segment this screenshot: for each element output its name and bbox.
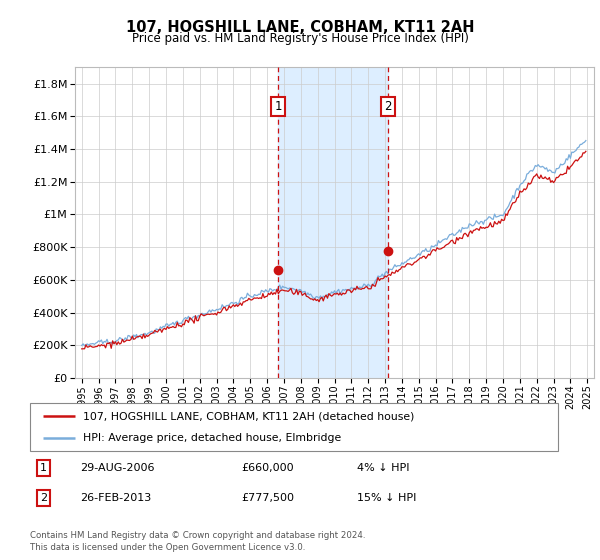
- Text: This data is licensed under the Open Government Licence v3.0.: This data is licensed under the Open Gov…: [30, 543, 305, 552]
- Text: 2: 2: [40, 493, 47, 503]
- Text: Price paid vs. HM Land Registry's House Price Index (HPI): Price paid vs. HM Land Registry's House …: [131, 32, 469, 45]
- Text: 1: 1: [40, 463, 47, 473]
- Text: £777,500: £777,500: [241, 493, 294, 503]
- Text: 15% ↓ HPI: 15% ↓ HPI: [358, 493, 417, 503]
- Text: 29-AUG-2006: 29-AUG-2006: [80, 463, 155, 473]
- Text: £660,000: £660,000: [241, 463, 294, 473]
- Text: HPI: Average price, detached house, Elmbridge: HPI: Average price, detached house, Elmb…: [83, 433, 341, 443]
- Text: 107, HOGSHILL LANE, COBHAM, KT11 2AH (detached house): 107, HOGSHILL LANE, COBHAM, KT11 2AH (de…: [83, 411, 414, 421]
- FancyBboxPatch shape: [30, 403, 558, 451]
- Text: 1: 1: [274, 100, 282, 113]
- Text: Contains HM Land Registry data © Crown copyright and database right 2024.: Contains HM Land Registry data © Crown c…: [30, 531, 365, 540]
- Text: 2: 2: [384, 100, 391, 113]
- Text: 26-FEB-2013: 26-FEB-2013: [80, 493, 151, 503]
- Text: 4% ↓ HPI: 4% ↓ HPI: [358, 463, 410, 473]
- Bar: [278, 67, 388, 378]
- Text: 107, HOGSHILL LANE, COBHAM, KT11 2AH: 107, HOGSHILL LANE, COBHAM, KT11 2AH: [126, 20, 474, 35]
